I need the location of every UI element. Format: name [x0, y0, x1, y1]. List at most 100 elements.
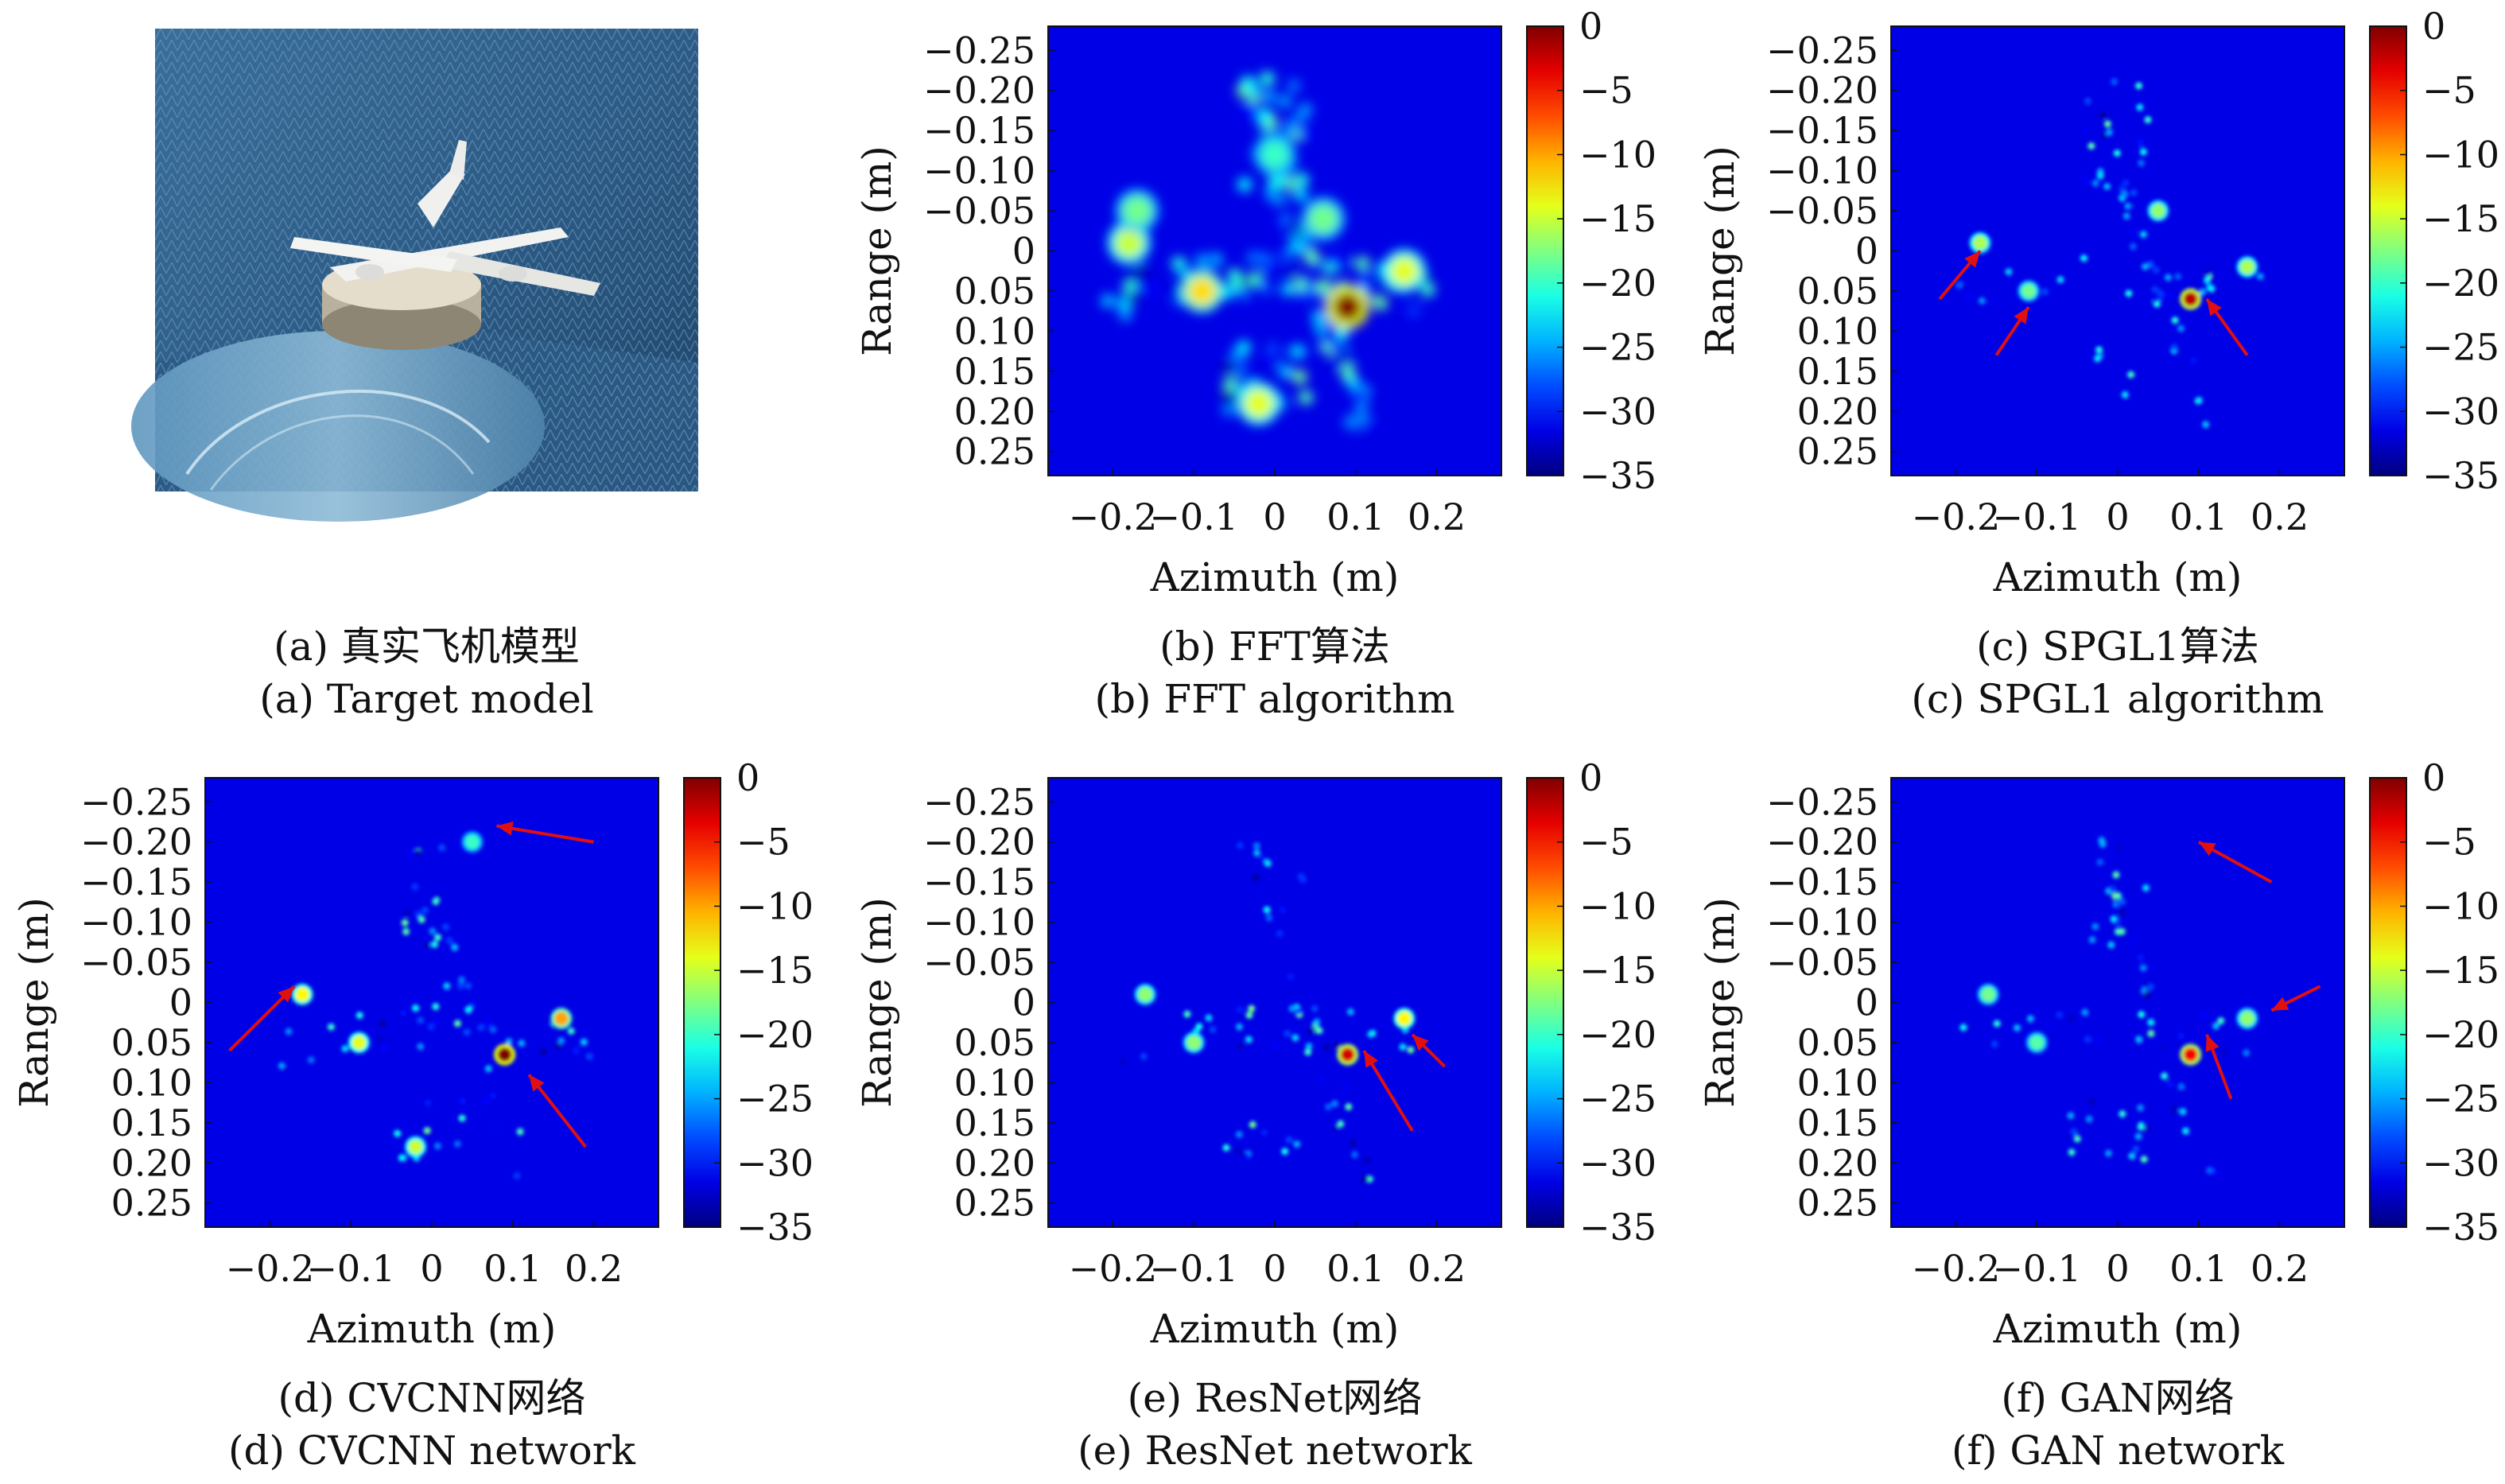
speckle: [1176, 264, 1191, 279]
speckle: [1352, 388, 1367, 403]
speckle: [2202, 421, 2210, 429]
speckle: [2139, 148, 2147, 156]
speckle: [1959, 1024, 1967, 1031]
colorbar-tick-label: −30: [2422, 1141, 2499, 1184]
chart-panel-e: −0.25 −0.20 −0.15 −0.10 −0.05 0 0.05 0.10 0.15 0.…: [843, 752, 1662, 1481]
hotspot: [497, 1047, 512, 1062]
x-axis-label: Azimuth (m): [1150, 554, 1400, 600]
speckle: [432, 1003, 440, 1011]
speckle: [2139, 231, 2147, 239]
caption-e: (e) ResNet网络 (e) ResNet network: [841, 1372, 1708, 1477]
x-tick-label: 0.2: [2251, 495, 2309, 538]
y-axis-label: Range (m): [854, 146, 900, 356]
colorbar-tick-label: −25: [2422, 326, 2499, 369]
y-tick-label: 0.25: [111, 1182, 192, 1225]
x-tick-label: 0.1: [2169, 1247, 2227, 1290]
x-tick-label: 0: [1263, 1247, 1286, 1290]
colorbar-tick-label: −15: [1579, 949, 1656, 992]
speckle: [1355, 256, 1370, 271]
speckle: [417, 1043, 425, 1051]
speckle: [1342, 1082, 1350, 1090]
speckle: [2161, 1072, 2169, 1080]
hotspot: [1333, 293, 1362, 322]
speckle: [477, 1024, 485, 1031]
colorbar-tick-label: −25: [1579, 326, 1656, 369]
speckle: [1271, 1041, 1279, 1049]
x-tick-label: −0.2: [1069, 1247, 1158, 1290]
speckle: [2114, 919, 2122, 927]
x-tick-label: 0.1: [1326, 1247, 1385, 1290]
speckle: [414, 849, 422, 857]
speckle: [1145, 282, 1160, 297]
chart-panel-b: −0.25 −0.20 −0.15 −0.10 −0.05 0 0.05 0.10 0.15 0.…: [843, 0, 1662, 729]
speckle: [1167, 283, 1183, 298]
speckle: [1303, 282, 1318, 297]
speckle: [1257, 251, 1272, 266]
colorbar: [2369, 777, 2407, 1228]
speckle: [445, 937, 453, 945]
speckle: [414, 910, 422, 918]
colorbar-tick-label: −35: [736, 1206, 814, 1249]
speckle: [2005, 268, 2013, 276]
speckle: [2147, 1019, 2155, 1027]
hotspot: [2183, 292, 2198, 307]
y-tick-label: −0.15: [923, 860, 1035, 903]
speckle: [2056, 276, 2064, 284]
speckle: [1245, 1035, 1252, 1043]
speckle: [2068, 1015, 2076, 1023]
speckle: [1298, 103, 1313, 118]
x-tick-label: −0.2: [226, 1247, 315, 1290]
colorbar-tick-label: −10: [1579, 884, 1656, 927]
speckle: [1280, 282, 1295, 297]
speckle: [434, 934, 442, 942]
speckle: [1361, 418, 1377, 433]
speckle: [1289, 344, 1304, 359]
speckle: [1313, 1018, 1321, 1026]
speckle: [482, 1097, 490, 1105]
speckle: [2152, 266, 2160, 274]
speckle: [398, 1154, 406, 1162]
speckle: [1314, 322, 1329, 337]
speckle: [403, 909, 411, 917]
colorbar-tick-label: −15: [2422, 949, 2499, 992]
speckle: [457, 976, 465, 984]
speckle: [2134, 202, 2142, 210]
y-tick-label: −0.10: [1766, 150, 1878, 192]
speckle: [421, 907, 429, 915]
hotspot: [2239, 259, 2254, 274]
speckle: [2144, 1125, 2152, 1132]
hotspot: [2021, 283, 2037, 298]
hotspot: [2239, 1011, 2254, 1026]
red-arrow: [527, 1074, 587, 1148]
colorbar: [2369, 25, 2407, 476]
y-tick-label: 0.20: [954, 1141, 1035, 1184]
colorbar-tick-label: −10: [1579, 133, 1656, 176]
speckle: [1277, 250, 1292, 265]
speckle: [2147, 1030, 2155, 1038]
colorbar-tick-label: −20: [2422, 262, 2499, 305]
speckle: [411, 883, 419, 891]
speckle: [2085, 1115, 2093, 1123]
speckle: [464, 982, 472, 990]
speckle: [1346, 417, 1361, 432]
hotspot: [1114, 228, 1144, 258]
speckle: [1221, 402, 1237, 417]
speckle: [2107, 941, 2115, 949]
x-tick-label: 0: [2106, 495, 2129, 538]
speckle: [429, 927, 437, 935]
speckle: [1315, 1027, 1322, 1035]
speckle: [1281, 1148, 1289, 1156]
speckle: [2080, 254, 2088, 262]
colorbar-tick-label: −5: [1579, 821, 1633, 864]
speckle: [2130, 188, 2138, 196]
speckle: [1307, 1027, 1315, 1035]
y-tick-label: 0.15: [954, 350, 1035, 393]
speckle: [1235, 1130, 1243, 1138]
y-tick-label: 0: [1855, 230, 1878, 273]
y-tick-label: −0.05: [923, 189, 1035, 232]
heatmap-svg-b: −0.25−0.20−0.15−0.10−0.0500.050.100.150.…: [854, 5, 1656, 600]
speckle: [2013, 1024, 2021, 1031]
speckle: [1322, 1043, 1330, 1051]
caption-f-cn: (f) GAN网络: [2001, 1375, 2235, 1421]
speckle: [1245, 1011, 1253, 1019]
